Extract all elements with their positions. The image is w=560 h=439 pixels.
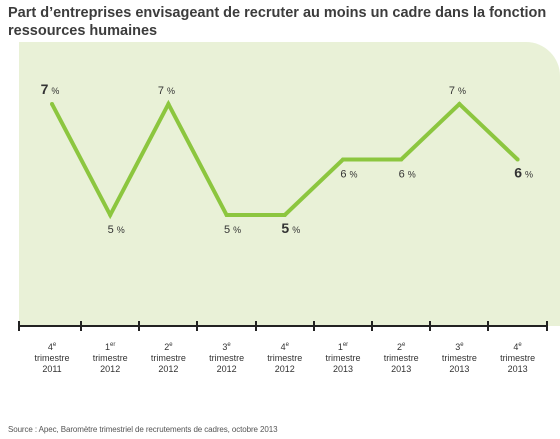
data-label-value: 6 <box>399 169 405 181</box>
data-label-unit: % <box>525 170 533 180</box>
category-quarter-suffix: e <box>402 342 406 348</box>
category-quarter: 2e <box>397 342 406 352</box>
category-word: trimestre <box>384 353 419 363</box>
category-quarter-number: 1 <box>338 342 343 352</box>
category-word: trimestre <box>325 353 360 363</box>
category-quarter: 2e <box>164 342 173 352</box>
category-quarter-number: 3 <box>222 342 227 352</box>
data-label-unit: % <box>408 170 416 180</box>
category-quarter: 4e <box>513 342 522 352</box>
data-point <box>166 102 171 106</box>
category-quarter-number: 3 <box>455 342 460 352</box>
category-year: 2013 <box>391 364 411 374</box>
category-quarter-suffix: e <box>227 342 231 348</box>
data-label-value: 6 <box>340 169 346 181</box>
category-year: 2013 <box>449 364 469 374</box>
data-label: 5% <box>108 224 125 236</box>
data-point <box>341 157 345 162</box>
category-quarter-number: 1 <box>105 342 110 352</box>
data-label-unit: % <box>458 86 466 96</box>
category-word: trimestre <box>151 353 186 363</box>
data-label: 7% <box>158 85 175 97</box>
data-label: 7% <box>449 85 466 97</box>
category-year: 2012 <box>217 364 237 374</box>
category-year: 2012 <box>275 364 295 374</box>
data-label-unit: % <box>350 170 358 180</box>
category-word: trimestre <box>442 353 477 363</box>
category-quarter-number: 2 <box>164 342 169 352</box>
data-point <box>399 157 404 162</box>
category-year: 2013 <box>333 364 353 374</box>
category-year: 2012 <box>100 364 120 374</box>
data-label-unit: % <box>233 225 241 235</box>
data-label-value: 5 <box>224 224 230 236</box>
category-quarter-suffix: e <box>518 342 522 348</box>
category-word: trimestre <box>93 353 128 363</box>
category-quarter: 1er <box>338 342 348 352</box>
category-quarter-number: 4 <box>48 342 53 352</box>
data-label-value: 5 <box>108 224 114 236</box>
data-label: 5% <box>281 220 300 236</box>
data-point <box>108 213 113 217</box>
data-label-unit: % <box>292 225 300 235</box>
data-point <box>282 213 287 217</box>
category-word: trimestre <box>209 353 244 363</box>
data-label: 6% <box>514 165 533 181</box>
source-note: Source : Apec, Baromètre trimestriel de … <box>8 425 278 434</box>
x-axis-ticks <box>18 321 548 331</box>
category-quarter: 3e <box>455 342 464 352</box>
category-quarter-suffix: e <box>460 342 464 348</box>
data-label-unit: % <box>167 86 175 96</box>
category-quarter: 3e <box>222 342 231 352</box>
data-label-value: 7 <box>158 85 164 97</box>
category-quarter-suffix: er <box>343 342 348 348</box>
data-point <box>457 102 462 106</box>
data-point <box>515 157 520 162</box>
data-label-value: 7 <box>41 81 49 97</box>
category-quarter-number: 2 <box>397 342 402 352</box>
chart-title: Part d’entreprises envisageant de recrut… <box>8 5 547 39</box>
category-quarter-suffix: e <box>53 342 57 348</box>
data-label: 6% <box>340 169 357 181</box>
category-quarter-suffix: er <box>110 342 115 348</box>
category-quarter: 1er <box>105 342 115 352</box>
category-year: 2011 <box>42 364 61 374</box>
data-point <box>50 102 54 106</box>
data-label: 7% <box>41 81 60 97</box>
category-quarter-suffix: e <box>169 342 173 348</box>
series-line <box>50 99 519 220</box>
category-quarter-number: 4 <box>281 342 286 352</box>
category-word: trimestre <box>34 353 69 363</box>
category-year: 2012 <box>158 364 178 374</box>
data-label: 5% <box>224 224 241 236</box>
category-quarter: 4e <box>48 342 57 352</box>
plot-background <box>19 42 560 326</box>
data-label-value: 6 <box>514 165 522 181</box>
category-quarter-number: 4 <box>513 342 518 352</box>
data-label: 6% <box>399 169 416 181</box>
data-label-unit: % <box>51 86 59 96</box>
data-point <box>224 213 229 217</box>
category-word: trimestre <box>267 353 302 363</box>
category-word: trimestre <box>500 353 535 363</box>
category-quarter: 4e <box>281 342 290 352</box>
data-label-value: 5 <box>281 220 289 236</box>
data-label-unit: % <box>117 225 125 235</box>
category-quarter-suffix: e <box>286 342 290 348</box>
data-label-value: 7 <box>449 85 455 97</box>
category-year: 2013 <box>508 364 528 374</box>
